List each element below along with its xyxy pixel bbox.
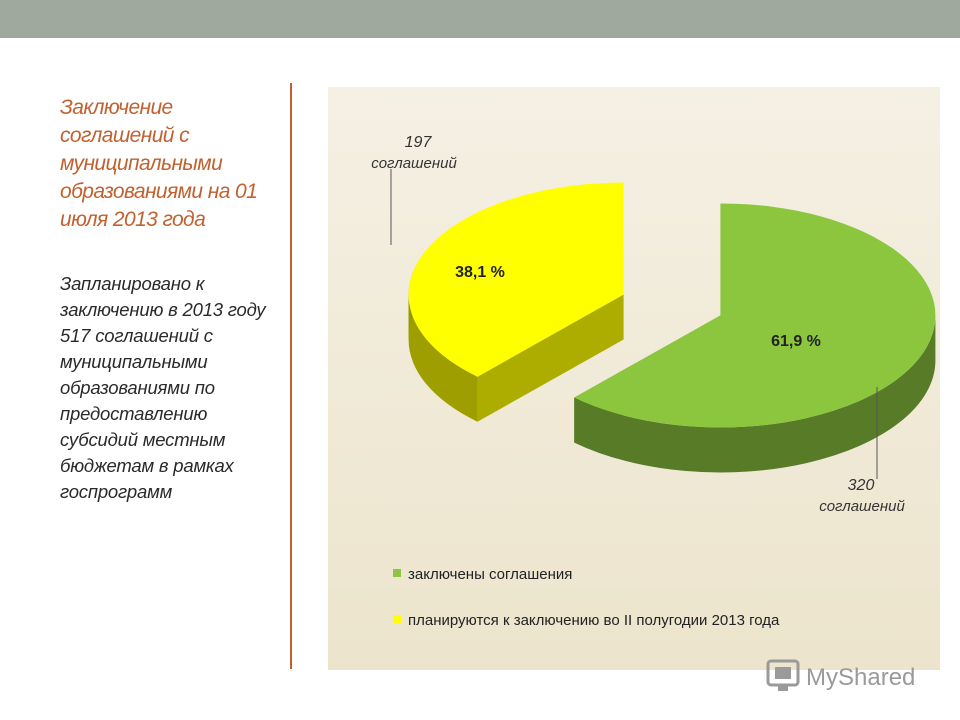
legend-swatch-concluded [393,569,401,577]
chart-panel: 197 соглашений 320 соглашений 38,1 % 61,… [328,87,940,670]
slice-top-concluded [574,203,936,428]
count-unit-planned: соглашений [371,155,457,172]
slice-side-concluded [574,315,936,473]
pie-slice-planned [408,182,624,422]
watermark-logo-icon: MyShared [766,659,915,691]
percent-label-planned: 38,1 % [455,264,505,281]
percent-label-concluded: 61,9 % [771,333,821,350]
slice-side-planned [408,294,478,422]
labels-layer: 197 соглашений 320 соглашений 38,1 % 61,… [371,134,905,515]
count-label-concluded: 320 [848,477,875,494]
count-label-planned: 197 [405,134,433,151]
watermark: MyShared [766,655,936,695]
count-unit-concluded: соглашений [819,498,905,515]
watermark-text: MyShared [806,664,915,691]
chart-legend: заключены соглашения планируются к заклю… [393,566,780,629]
slide-description: Запланировано к заключению в 2013 году 5… [60,273,266,502]
slice-cut-face-planned-0 [477,294,624,422]
legend-label-planned: планируются к заключению во II полугодии… [408,612,780,629]
top-bar [0,0,960,38]
legend-swatch-planned [393,615,401,623]
legend-label-concluded: заключены соглашения [408,566,572,583]
pie-chart: 197 соглашений 320 соглашений 38,1 % 61,… [371,134,936,629]
slices-layer [408,182,936,473]
slice-top-planned [408,182,624,377]
vertical-divider [290,83,292,669]
pie-slice-concluded [574,203,936,473]
slide-title: Заключение соглашений с муниципальными о… [60,96,258,231]
